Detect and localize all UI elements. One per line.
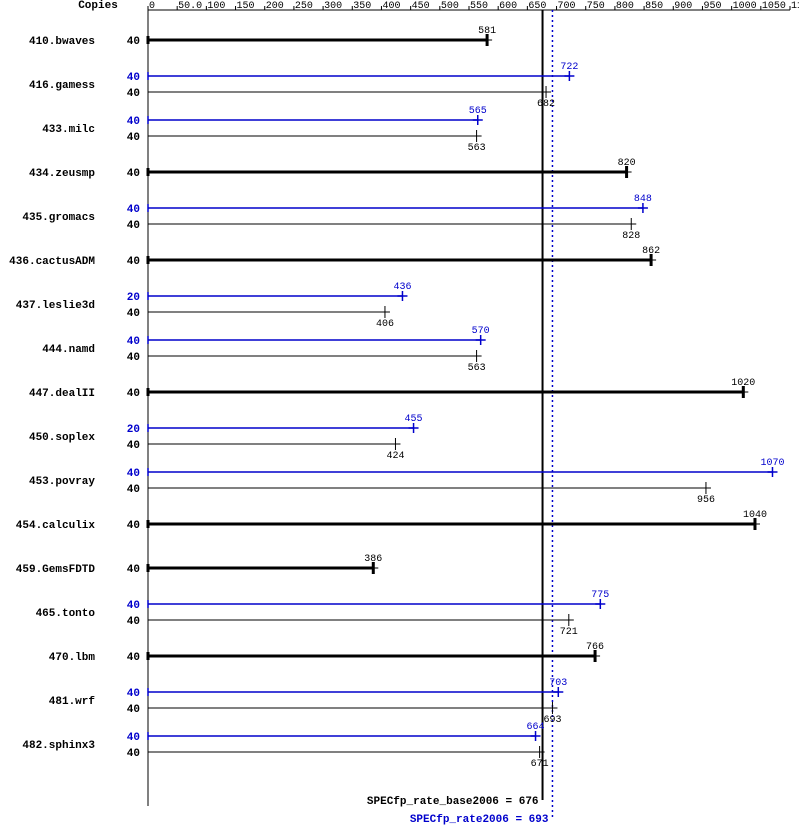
peak-value-label: 703 [549, 678, 567, 689]
base-copies: 40 [127, 88, 140, 100]
benchmark-label: 435.gromacs [22, 212, 95, 224]
spec-rate-chart: 0 50.0 100 150 200 250 300 350 400 450 500 550 600 65… [0, 0, 799, 831]
benchmark-label: 444.namd [42, 344, 95, 356]
base-copies: 40 [127, 132, 140, 144]
x-tick-label: 600 [499, 1, 517, 12]
x-tick-label: 300 [324, 1, 342, 12]
x-tick-label: 400 [382, 1, 400, 12]
x-tick-label: 450 [412, 1, 430, 12]
base-value-label: 563 [468, 143, 486, 154]
x-tick-label: 150 [237, 1, 255, 12]
x-tick-label: 100 [207, 1, 225, 12]
base-copies: 40 [127, 168, 140, 180]
benchmark-label: 482.sphinx3 [22, 740, 95, 752]
peak-value-label: 848 [634, 194, 652, 205]
peak-value-label: 1070 [760, 458, 784, 469]
base-copies: 40 [127, 308, 140, 320]
peak-value-label: 565 [469, 106, 487, 117]
peak-value-label: 775 [591, 590, 609, 601]
peak-copies: 40 [127, 600, 140, 612]
benchmark-label: 450.soplex [29, 432, 95, 444]
peak-copies: 40 [127, 468, 140, 480]
benchmark-label: 433.milc [42, 124, 95, 136]
base-value-label: 1020 [731, 378, 755, 389]
benchmark-label: 410.bwaves [29, 36, 95, 48]
peak-copies: 40 [127, 688, 140, 700]
peak-ref-label: SPECfp_rate2006 = 693 [410, 814, 549, 826]
base-value-label: 721 [560, 627, 578, 638]
base-copies: 40 [127, 748, 140, 760]
x-tick-label: 200 [266, 1, 284, 12]
x-tick-label: 550 [470, 1, 488, 12]
benchmark-label: 416.gamess [29, 80, 95, 92]
peak-copies: 40 [127, 204, 140, 216]
base-copies: 40 [127, 520, 140, 532]
benchmark-label: 437.leslie3d [16, 300, 95, 312]
base-value-label: 386 [364, 554, 382, 565]
peak-value-label: 664 [527, 722, 545, 733]
benchmark-label: 454.calculix [16, 520, 96, 532]
peak-value-label: 436 [393, 282, 411, 293]
base-copies: 40 [127, 388, 140, 400]
benchmark-label: 453.povray [29, 476, 95, 488]
base-copies: 40 [127, 704, 140, 716]
peak-value-label: 722 [560, 62, 578, 73]
base-copies: 40 [127, 440, 140, 452]
base-ref-label: SPECfp_rate_base2006 = 676 [367, 796, 539, 808]
base-copies: 40 [127, 352, 140, 364]
x-tick-label: 750 [587, 1, 605, 12]
base-value-label: 682 [537, 99, 555, 110]
benchmark-label: 447.dealII [29, 388, 95, 400]
base-value-label: 956 [697, 495, 715, 506]
peak-value-label: 570 [472, 326, 490, 337]
x-tick-label: 500 [441, 1, 459, 12]
peak-copies: 40 [127, 72, 140, 84]
base-copies: 40 [127, 220, 140, 232]
base-value-label: 424 [386, 451, 404, 462]
base-value-label: 406 [376, 319, 394, 330]
chart-svg: 0 50.0 100 150 200 250 300 350 400 450 500 550 600 65… [0, 0, 799, 831]
base-value-label: 693 [543, 715, 561, 726]
benchmark-label: 436.cactusADM [9, 256, 95, 268]
base-value-label: 671 [531, 759, 549, 770]
peak-copies: 40 [127, 116, 140, 128]
benchmark-label: 481.wrf [49, 696, 96, 708]
x-tick-label: 1000 [733, 1, 757, 12]
x-tick-label: 50.0 [178, 1, 202, 12]
base-copies: 40 [127, 256, 140, 268]
x-tick-label: 800 [616, 1, 634, 12]
x-tick-label: 0 [149, 1, 155, 12]
base-value-label: 581 [478, 26, 496, 37]
base-value-label: 563 [468, 363, 486, 374]
benchmark-label: 459.GemsFDTD [16, 564, 96, 576]
peak-value-label: 455 [405, 414, 423, 425]
peak-copies: 40 [127, 336, 140, 348]
x-tick-label: 850 [645, 1, 663, 12]
copies-header: Copies [78, 0, 118, 12]
x-tick-label: 900 [674, 1, 692, 12]
base-copies: 40 [127, 652, 140, 664]
x-tick-label: 350 [353, 1, 371, 12]
peak-copies: 40 [127, 732, 140, 744]
x-tick-label: 1050 [762, 1, 786, 12]
x-tick-label: 950 [703, 1, 721, 12]
x-tick-label: 1100 [791, 1, 799, 12]
x-tick-label: 250 [295, 1, 313, 12]
benchmark-label: 470.lbm [49, 652, 96, 664]
peak-copies: 20 [127, 292, 140, 304]
peak-copies: 20 [127, 424, 140, 436]
base-copies: 40 [127, 484, 140, 496]
x-tick-label: 650 [528, 1, 546, 12]
x-tick-label: 700 [558, 1, 576, 12]
base-value-label: 862 [642, 246, 660, 257]
base-value-label: 820 [618, 158, 636, 169]
benchmark-label: 434.zeusmp [29, 168, 95, 180]
base-copies: 40 [127, 616, 140, 628]
base-copies: 40 [127, 564, 140, 576]
base-value-label: 828 [622, 231, 640, 242]
base-copies: 40 [127, 36, 140, 48]
base-value-label: 1040 [743, 510, 767, 521]
benchmark-label: 465.tonto [36, 608, 96, 620]
base-value-label: 766 [586, 642, 604, 653]
